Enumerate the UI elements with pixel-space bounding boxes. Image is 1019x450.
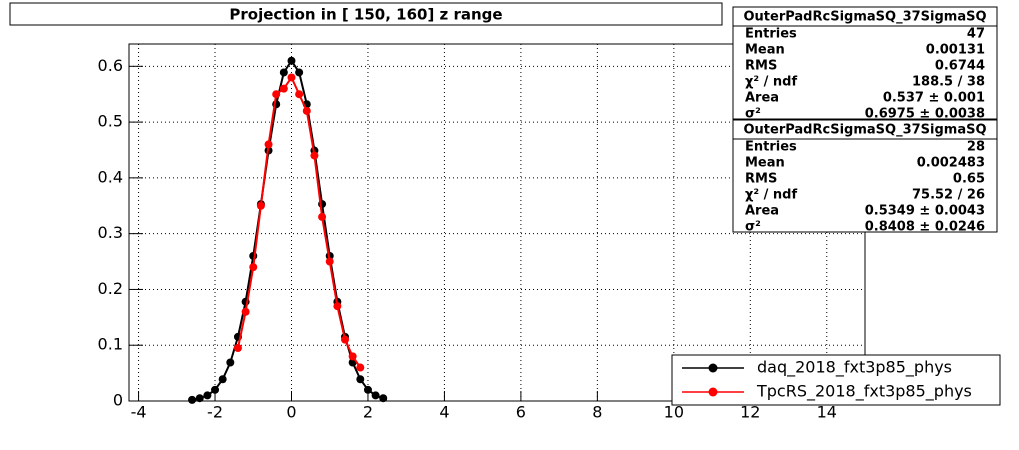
- data-point: [279, 68, 288, 77]
- data-point: [264, 140, 273, 149]
- y-tick-label: 0.4: [98, 167, 123, 186]
- stats-label: Entries: [745, 140, 797, 155]
- stats-label: χ² / ndf: [745, 188, 797, 203]
- stats-value: 0.537 ± 0.001: [883, 91, 985, 106]
- data-point: [287, 56, 296, 65]
- x-tick-label: 12: [740, 403, 760, 422]
- data-point: [318, 212, 327, 221]
- data-point: [241, 307, 250, 316]
- stats-value: 0.5349 ± 0.0043: [865, 204, 985, 219]
- y-tick-label: 0.1: [98, 335, 123, 354]
- stats-label: RMS: [745, 59, 777, 74]
- y-tick-label: 0: [113, 391, 123, 410]
- data-point: [203, 391, 212, 400]
- stats-value: 28: [967, 140, 985, 155]
- stats-value: 0.002483: [917, 156, 985, 171]
- data-point: [188, 395, 197, 404]
- stats-value: 0.65: [953, 172, 985, 187]
- data-point: [195, 394, 204, 403]
- x-tick-label: 2: [363, 403, 373, 422]
- data-point: [279, 84, 288, 93]
- stats-value: 0.8408 ± 0.0246: [865, 220, 985, 235]
- x-tick-label: 10: [664, 403, 684, 422]
- legend-label: daq_2018_fxt3p85_phys: [757, 358, 952, 378]
- stats-label: Area: [745, 204, 779, 219]
- data-point: [256, 201, 265, 210]
- stats-label: σ²: [745, 220, 761, 235]
- data-point: [341, 335, 350, 344]
- y-tick-label: 0.3: [98, 223, 123, 242]
- x-tick-label: -2: [207, 403, 223, 422]
- stats-label: Entries: [745, 27, 797, 42]
- stats-value: 75.52 / 26: [912, 188, 985, 203]
- data-point: [356, 375, 365, 384]
- data-point: [356, 363, 365, 372]
- data-point: [295, 90, 304, 99]
- y-tick-label: 0.6: [98, 56, 123, 75]
- data-point: [272, 90, 281, 99]
- data-point: [249, 251, 258, 260]
- title-box: [9, 2, 723, 26]
- stats-label: σ²: [745, 107, 761, 122]
- stats-value: 188.5 / 38: [912, 75, 985, 90]
- stats-label: Mean: [745, 156, 785, 171]
- data-point: [295, 68, 304, 77]
- stats-title: OuterPadRcSigmaSQ_37SigmaSQ: [743, 123, 986, 138]
- data-point: [325, 257, 334, 266]
- x-tick-label: 8: [592, 403, 602, 422]
- data-point: [287, 73, 296, 82]
- legend-marker: [708, 387, 718, 397]
- x-tick-label: 6: [516, 403, 526, 422]
- y-tick-label: 0.2: [98, 279, 123, 298]
- x-tick-label: -4: [131, 403, 147, 422]
- data-point: [371, 391, 380, 400]
- data-point: [249, 263, 258, 272]
- x-tick-label: 14: [817, 403, 837, 422]
- stats-value: 0.00131: [926, 43, 985, 58]
- data-point: [363, 385, 372, 394]
- stats-label: Area: [745, 91, 779, 106]
- data-point: [302, 106, 311, 115]
- x-tick-label: 0: [286, 403, 296, 422]
- stats-value: 0.6744: [935, 59, 985, 74]
- stats-label: Mean: [745, 43, 785, 58]
- legend-marker: [708, 363, 718, 373]
- y-tick-label: 0.5: [98, 112, 123, 131]
- data-point: [226, 358, 235, 367]
- data-point: [348, 352, 357, 361]
- data-point: [218, 375, 227, 384]
- data-point: [233, 344, 242, 353]
- stats-label: χ² / ndf: [745, 75, 797, 90]
- data-point: [211, 385, 220, 394]
- stats-value: 0.6975 ± 0.0038: [865, 107, 985, 122]
- chart-title: Projection in [ 150, 160] z range: [229, 6, 502, 24]
- stats-title: OuterPadRcSigmaSQ_37SigmaSQ: [743, 10, 986, 25]
- data-point: [310, 151, 319, 160]
- data-point: [333, 302, 342, 311]
- data-point: [379, 394, 388, 403]
- x-tick-label: 4: [439, 403, 449, 422]
- legend-label: TpcRS_2018_fxt3p85_phys: [756, 382, 972, 402]
- stats-value: 47: [967, 27, 985, 42]
- stats-label: RMS: [745, 172, 777, 187]
- legend-box: [671, 354, 1001, 406]
